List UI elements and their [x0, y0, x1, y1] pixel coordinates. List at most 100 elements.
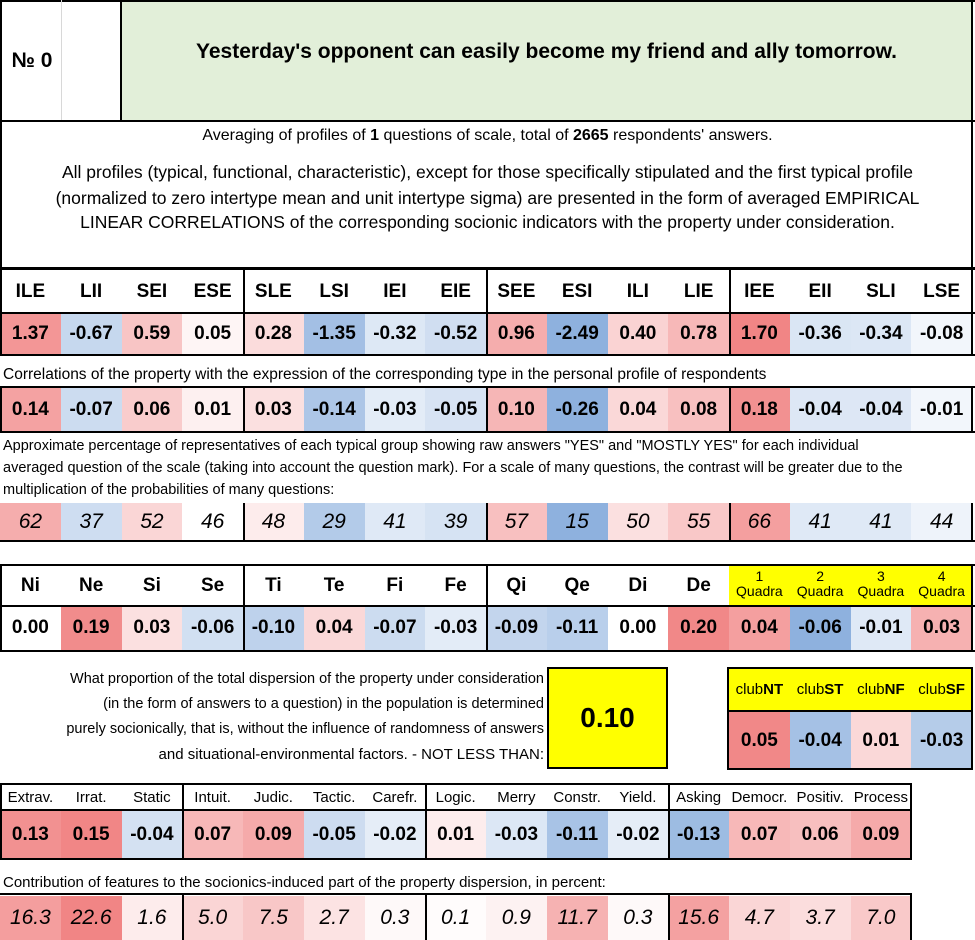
function-header: Se — [201, 575, 225, 596]
type-correlation-value: -0.04 — [789, 388, 851, 432]
quadra-number: 2 — [816, 568, 825, 584]
type-header: SEI — [136, 280, 168, 302]
type-correlation-value: 0.03 — [243, 388, 304, 432]
question-title: Yesterday's opponent can easily become m… — [196, 40, 897, 63]
border — [120, 0, 122, 122]
type-header: ILI — [626, 280, 649, 302]
trait-header: Democr. — [731, 788, 788, 806]
type-profile-value: -0.34 — [850, 313, 912, 354]
avg-suffix: respondents' answers. — [613, 127, 773, 144]
border — [0, 540, 975, 542]
type-header: LSI — [319, 280, 349, 302]
percentage-note-1: Approximate percentage of representative… — [3, 438, 859, 454]
border — [971, 0, 973, 122]
border — [910, 893, 912, 940]
quadra-header: 4 Quadra — [911, 566, 972, 606]
function-header: Te — [323, 575, 345, 596]
border — [0, 120, 975, 122]
quadra-value: 0.03 — [911, 606, 972, 650]
type-profile-value: 0.28 — [243, 313, 304, 354]
type-percentage-value: 44 — [911, 503, 972, 541]
type-percentage-value: 55 — [668, 503, 729, 541]
type-header: ESE — [193, 280, 232, 302]
border — [486, 269, 488, 356]
trait-value: -0.02 — [607, 811, 669, 859]
type-header: ILE — [15, 280, 46, 302]
trait-value: 0.06 — [789, 811, 851, 859]
border — [729, 503, 731, 541]
avg-prefix: Averaging of profiles of — [202, 127, 366, 144]
type-correlation-value: 0.08 — [668, 388, 729, 432]
club-code: NF — [884, 680, 905, 698]
trait-value: 0.15 — [60, 811, 122, 859]
type-header: IEE — [744, 280, 775, 302]
quadra-value: 0.04 — [729, 606, 790, 650]
quadra-value: -0.01 — [850, 606, 912, 650]
type-correlation-value: -0.03 — [364, 388, 426, 432]
border — [0, 783, 912, 785]
border — [0, 858, 912, 860]
trait-header: Extrav. — [7, 788, 54, 806]
type-correlation-value: 0.14 — [0, 388, 61, 432]
quadra-header: 1 Quadra — [729, 566, 790, 606]
type-profile-value: -0.52 — [425, 313, 486, 354]
type-percentage-value: 41 — [789, 503, 851, 541]
type-profile-value: 1.37 — [0, 313, 61, 354]
type-correlation-value: 0.01 — [182, 388, 243, 432]
trait-header: Judic. — [253, 788, 293, 806]
contribution-value: 11.7 — [546, 896, 608, 940]
question-title-panel — [122, 2, 971, 120]
border — [0, 809, 912, 811]
type-correlation-value: -0.14 — [303, 388, 365, 432]
function-value: -0.11 — [546, 606, 608, 650]
trait-value: 0.13 — [0, 811, 61, 859]
trait-header: Yield. — [619, 788, 657, 806]
club-prefix: club — [735, 680, 764, 698]
type-profile-value: -1.35 — [303, 313, 365, 354]
function-header: Qi — [506, 575, 527, 596]
function-value: -0.06 — [182, 606, 243, 650]
contribution-value: 0.1 — [425, 896, 486, 940]
type-profile-value: 0.05 — [182, 313, 243, 354]
type-percentage-value: 37 — [60, 503, 122, 541]
quadra-label: Quadra — [857, 583, 905, 599]
club-code: SF — [945, 680, 965, 698]
quadra-number: 1 — [755, 568, 764, 584]
type-profile-value: 0.78 — [668, 313, 729, 354]
border — [0, 269, 2, 356]
type-header: ESI — [561, 280, 593, 302]
function-value: 0.00 — [607, 606, 669, 650]
trait-value: -0.04 — [121, 811, 183, 859]
border — [971, 386, 973, 433]
contribution-value: 22.6 — [60, 896, 122, 940]
function-header: Ni — [20, 575, 40, 596]
type-header: LSE — [923, 280, 961, 302]
border — [668, 893, 670, 940]
border — [727, 710, 973, 712]
contribution-value: 2.7 — [303, 896, 365, 940]
contribution-value: 15.6 — [668, 896, 729, 940]
trait-value: 0.01 — [425, 811, 486, 859]
border — [0, 386, 2, 433]
club-code: ST — [824, 680, 844, 698]
type-profile-value: 0.96 — [486, 313, 547, 354]
function-header: Qe — [564, 575, 590, 596]
type-header: SLE — [254, 280, 292, 302]
contribution-value: 4.7 — [729, 896, 790, 940]
trait-value: -0.03 — [486, 811, 547, 859]
contribution-note: Contribution of features to the socionic… — [3, 874, 606, 891]
border — [971, 269, 973, 356]
quadra-value: -0.06 — [789, 606, 851, 650]
description-line-1: All profiles (typical, functional, chara… — [61, 161, 914, 182]
trait-header: Constr. — [553, 788, 601, 806]
type-header: IEI — [383, 280, 407, 302]
border — [61, 0, 62, 120]
type-correlation-value: 0.18 — [729, 388, 790, 432]
border — [425, 893, 427, 940]
border — [182, 783, 184, 860]
function-value: -0.10 — [243, 606, 304, 650]
border — [486, 564, 488, 652]
type-percentage-value: 66 — [729, 503, 790, 541]
type-correlation-value: 0.06 — [121, 388, 183, 432]
description-line-2: (normalized to zero intertype mean and u… — [55, 187, 920, 208]
